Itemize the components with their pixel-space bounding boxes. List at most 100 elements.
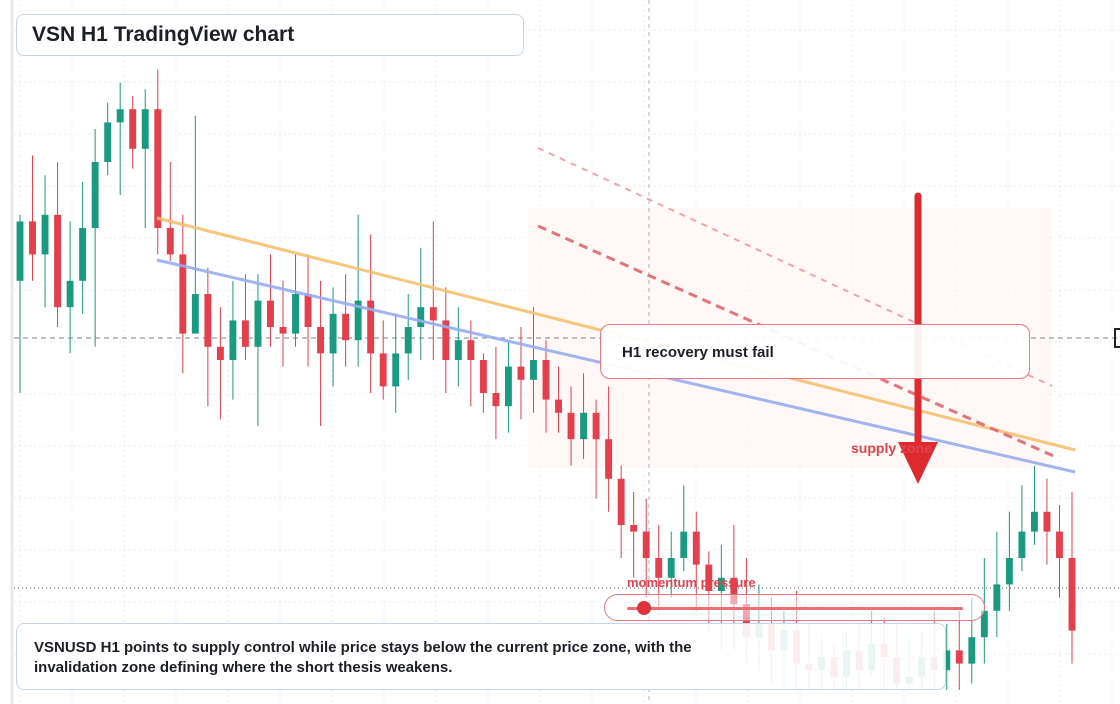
candle-body: [66, 280, 74, 308]
candle: [580, 373, 588, 459]
candle: [504, 340, 512, 433]
candle: [16, 214, 24, 393]
candle-body: [216, 346, 224, 360]
candle: [1056, 505, 1063, 598]
down-arrow-icon: [898, 192, 938, 484]
candle-body: [943, 650, 951, 671]
candle: [642, 498, 650, 598]
candle: [555, 366, 562, 433]
candle-body: [292, 294, 299, 334]
candle-body: [104, 122, 112, 162]
candle-body: [354, 300, 362, 341]
candle: [667, 531, 675, 598]
candle: [91, 129, 99, 347]
candle-body: [329, 313, 337, 354]
candle-body: [91, 162, 99, 228]
candle: [342, 274, 350, 367]
candle: [254, 274, 262, 426]
candle-body: [204, 294, 212, 347]
candle-body: [1043, 511, 1051, 532]
candle: [429, 221, 437, 360]
candle-body: [454, 340, 462, 360]
candle: [79, 181, 87, 314]
candle-body: [993, 584, 1001, 611]
candle: [1068, 492, 1076, 664]
candle: [492, 346, 500, 440]
candle-body: [1056, 531, 1063, 558]
candle-body: [1018, 531, 1026, 558]
candle-body: [442, 320, 450, 360]
candle-body: [530, 360, 537, 380]
candle-body: [555, 399, 562, 413]
candle: [179, 214, 187, 374]
candle: [216, 307, 224, 420]
candle-body: [404, 327, 412, 354]
candle: [605, 386, 613, 512]
candle-body: [241, 320, 249, 347]
candle-body: [492, 393, 500, 407]
candle-body: [955, 650, 963, 664]
candle: [617, 465, 625, 558]
candle: [29, 155, 36, 281]
candle-body: [54, 214, 62, 308]
candle: [479, 353, 487, 413]
candle: [241, 274, 249, 360]
candle-body: [692, 531, 700, 565]
candle-body: [279, 327, 287, 334]
candle-body: [342, 313, 350, 341]
candle-body: [166, 228, 174, 255]
candle-body: [41, 214, 49, 255]
candle: [417, 247, 425, 360]
candle-body: [667, 558, 675, 578]
candle: [530, 307, 537, 413]
candle: [54, 162, 62, 327]
candle-body: [429, 307, 437, 321]
recovery-callout: H1 recovery must fail: [600, 324, 1030, 379]
candle: [41, 175, 49, 308]
candle: [454, 307, 462, 387]
candle-body: [1005, 558, 1013, 585]
candle: [379, 320, 387, 400]
candle-body: [79, 228, 87, 281]
candle: [304, 254, 312, 367]
candle: [592, 399, 600, 499]
candle: [517, 327, 525, 420]
momentum-slider[interactable]: [604, 594, 985, 621]
candle: [66, 221, 74, 354]
candle-body: [542, 360, 550, 400]
candle: [317, 280, 325, 426]
candle: [1043, 478, 1051, 565]
candle: [567, 386, 575, 466]
candle: [1018, 485, 1026, 572]
candle-body: [567, 412, 575, 440]
momentum-label: momentum pressure: [627, 575, 756, 590]
candle-body: [467, 340, 475, 360]
candle-body: [705, 564, 713, 591]
candle-body: [655, 558, 663, 578]
candle-body: [1068, 558, 1076, 631]
candle: [204, 267, 212, 407]
momentum-handle[interactable]: [636, 601, 651, 615]
candle-body: [479, 360, 487, 393]
candle-body: [617, 478, 625, 525]
candle: [955, 610, 963, 690]
analysis-summary: VSNUSD H1 points to supply control while…: [16, 623, 946, 690]
candle-body: [16, 221, 24, 281]
candle-body: [730, 577, 738, 605]
candle-body: [580, 412, 588, 440]
candle: [166, 162, 174, 261]
bear-channel-strong: [537, 224, 1059, 460]
price-scale-edge: [1114, 328, 1120, 348]
candle: [1030, 465, 1038, 545]
candle-body: [1030, 511, 1038, 532]
candle-body: [179, 254, 187, 334]
candle-body: [968, 637, 976, 664]
candle: [329, 287, 337, 387]
candle: [943, 624, 951, 690]
candle: [467, 320, 475, 407]
candle: [141, 89, 149, 228]
candle: [404, 294, 412, 380]
candle: [630, 492, 638, 578]
candle: [267, 254, 274, 347]
candle-body: [317, 327, 325, 354]
